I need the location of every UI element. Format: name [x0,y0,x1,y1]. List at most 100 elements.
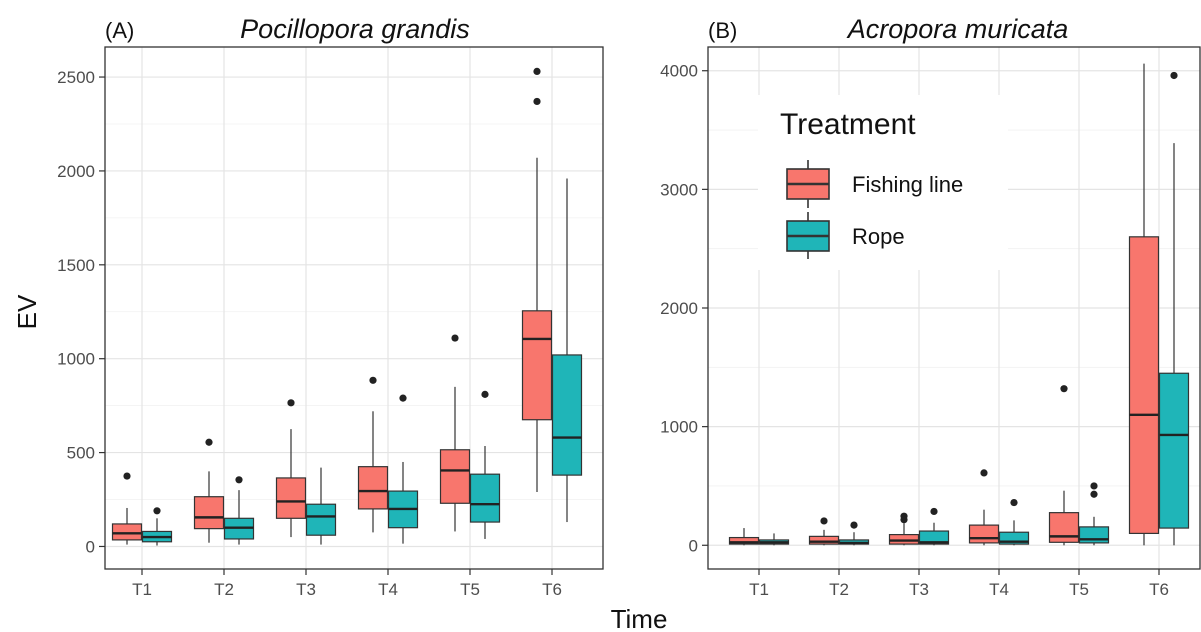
outlier-point [1090,490,1098,498]
y-tick-label: 3000 [660,180,698,199]
panel-a-title: Pocillopora grandis [240,14,470,44]
legend-key-fishing-line [786,160,830,208]
box-body [357,466,389,510]
box-rope-t5 [1078,482,1110,546]
box-fishing-line-t3 [888,512,920,546]
legend-label-rope: Rope [852,224,905,249]
y-tick-label: 1000 [660,418,698,437]
legend-label-fishing-line: Fishing line [852,172,963,197]
box-fishing-line-t4 [357,376,389,533]
box-body [469,473,501,523]
panel-a-border [104,46,604,570]
outlier-point [123,472,131,480]
box-body [521,310,553,421]
x-tick-label: T2 [214,580,234,599]
box-rope-t3 [918,507,950,546]
outlier-point [1170,71,1178,80]
outlier-point [451,334,459,342]
box-fishing-line-t1 [111,472,143,545]
y-axis-title: EV [12,294,42,329]
y-tick-label: 1000 [57,350,95,369]
box-body [918,530,950,545]
x-tick-label: T6 [542,580,562,599]
outlier-point [850,521,858,529]
y-tick-label: 1500 [57,256,95,275]
y-tick-label: 0 [689,536,698,555]
panel-b-y-ticks: 0 1000 2000 3000 4000 [660,62,708,555]
box-fishing-line-t6 [1128,63,1160,546]
panel-a-y-ticks: 0 500 1000 1500 2000 2500 [57,68,105,556]
x-tick-label: T2 [829,580,849,599]
x-tick-label: T3 [296,580,316,599]
y-tick-label: 500 [67,444,95,463]
x-tick-label: T1 [132,580,152,599]
outlier-point [153,507,161,515]
panel-b-boxes [728,63,1190,546]
outlier-point [820,517,828,525]
box-body [998,531,1030,545]
box-rope-t2 [838,521,870,546]
outlier-point [930,507,938,516]
outlier-point [1090,482,1098,490]
box-fishing-line-t4 [968,469,1000,546]
outlier-point [205,438,213,446]
panel-a: (A) Pocillopora grandis 0 500 1000 1500 2000… [57,14,604,599]
panel-a-plot-area [105,47,603,569]
panel-b: (B) Acropora muricata 01000200030004000 … [660,14,1201,599]
box-fishing-line-t5 [439,334,471,532]
panel-b-border [707,46,1201,570]
legend-key-rope [786,212,830,259]
outlier-point [369,376,377,384]
outlier-point [481,390,489,398]
box-fishing-line-t1 [728,528,760,546]
outlier-point [980,469,988,477]
x-tick-label: T3 [909,580,929,599]
box-fishing-line-t2 [193,438,225,543]
box-body [808,535,840,545]
panel-b-title: Acropora muricata [846,14,1069,44]
box-rope-t1 [758,533,790,546]
y-tick-label: 2000 [57,162,95,181]
x-tick-label: T5 [460,580,480,599]
box-rope-t4 [998,498,1030,546]
outlier-point [900,512,908,520]
legend: Treatment Fishing line Rope [758,95,1008,270]
panel-b-label: (B) [708,18,737,43]
box-rope-t6 [1158,71,1190,546]
box-body [1158,372,1190,529]
y-tick-label: 4000 [660,62,698,81]
outlier-point [533,67,541,76]
box-rope-t5 [469,390,501,539]
box-body [968,524,1000,544]
outlier-point [1060,385,1068,393]
box-body [193,496,225,530]
y-tick-label: 2500 [57,68,95,87]
box-body [111,523,143,541]
x-tick-label: T1 [749,580,769,599]
outlier-point [533,97,541,106]
box-rope-t4 [387,394,419,544]
box-rope-t3 [305,467,337,545]
box-body [439,449,471,504]
panel-a-boxes [111,67,583,546]
box-body [305,503,337,536]
x-tick-label: T5 [1069,580,1089,599]
panel-a-label: (A) [105,18,134,43]
y-tick-label: 2000 [660,299,698,318]
outlier-point [287,399,295,407]
panel-b-x-ticks: T1 T2 T3 T4 T5 T6 [749,569,1169,599]
box-rope-t1 [141,507,173,546]
outlier-point [235,476,243,484]
outlier-point [399,394,407,402]
box-body [551,354,583,476]
box-body [1048,512,1080,543]
y-tick-label: 0 [86,537,95,556]
x-tick-label: T4 [989,580,1009,599]
x-tick-label: T4 [378,580,398,599]
box-fishing-line-t6 [521,67,553,493]
box-rope-t6 [551,178,583,523]
panel-a-x-ticks: T1 T2 T3 T4 T5 T6 [132,569,562,599]
box-body [275,477,307,519]
box-fishing-line-t5 [1048,385,1080,546]
